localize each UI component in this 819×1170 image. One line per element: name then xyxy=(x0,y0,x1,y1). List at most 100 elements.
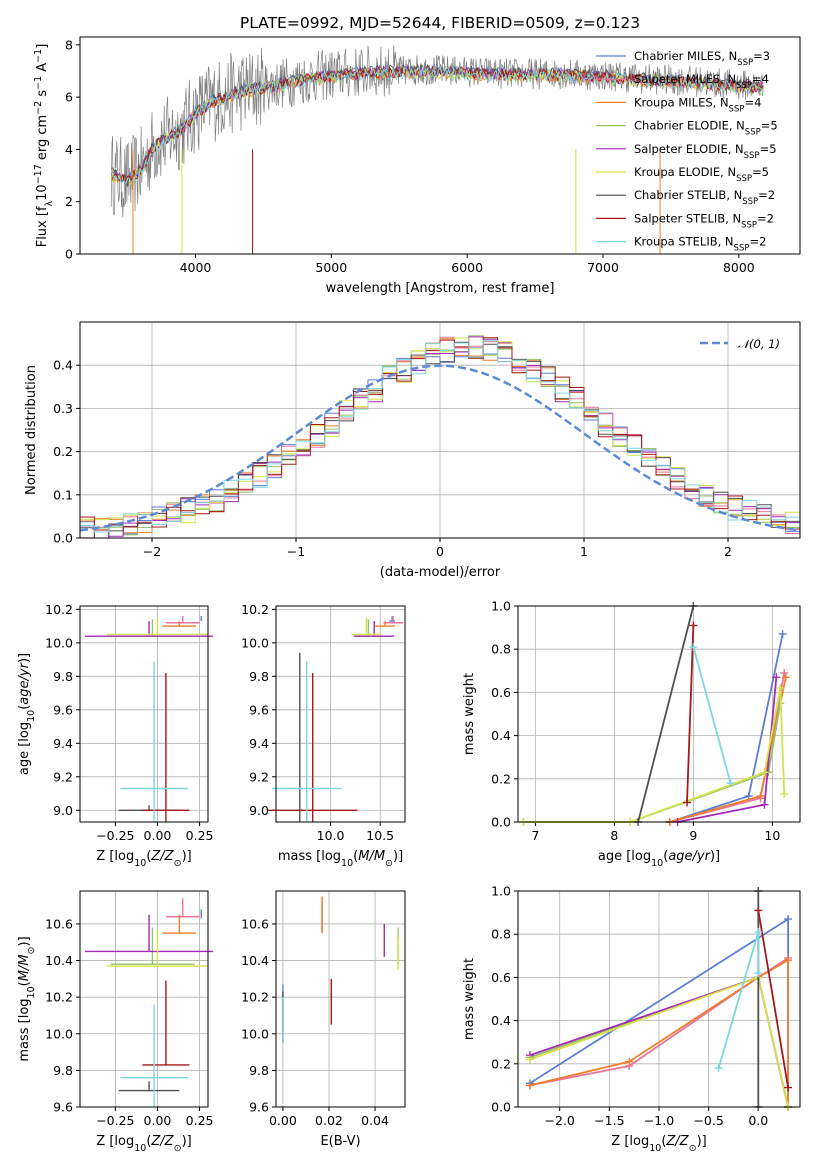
mass_vs_EBV-ytick-label: 10.0 xyxy=(241,1026,269,1041)
weight_vs_age-point-marker xyxy=(778,630,787,639)
mass_vs_EBV-ytick-label: 10.6 xyxy=(241,916,269,931)
mass_vs_Z-axes: −0.25 0.00 0.25 9.6 9.8 10.0 10.2 10.4 10.6 xyxy=(45,891,214,1128)
weight_vs_Z-xtick-label: −2.0 xyxy=(545,1113,575,1128)
residuals-xtick-label: 0 xyxy=(436,544,444,559)
mass_vs_EBV-axes: 0.00 0.02 0.04 9.6 9.8 10.0 10.2 10.4 10.6 xyxy=(241,891,405,1128)
weight_vs_age-point-marker xyxy=(689,643,698,652)
legend-label-value: =4 xyxy=(752,72,769,86)
legend-label-main: Kroupa MILES, N xyxy=(634,95,729,109)
weight_vs_age-point-marker xyxy=(726,779,735,788)
weight_vs_age-ytick-label: 0.2 xyxy=(491,771,511,786)
legend-label: Chabrier MILES, NSSP=3 xyxy=(634,49,770,68)
normal-curve xyxy=(79,364,801,532)
residuals-legend-label: 𝒩(0, 1) xyxy=(738,337,780,351)
weight_vs_age-xlabel-part: age/yr xyxy=(668,849,711,864)
legend-label: Salpeter ELODIE, NSSP=5 xyxy=(634,142,777,161)
legend-label-value: =5 xyxy=(760,142,777,156)
weight_vs_Z-point-marker xyxy=(714,1064,723,1073)
weight_vs_age-point-marker xyxy=(772,673,781,682)
mass_vs_Z-ytick-label: 10.4 xyxy=(45,953,73,968)
mass_vs_Z-ylabel-part: ( xyxy=(17,981,32,986)
mass_vs_EBV-xtick-label: 0.04 xyxy=(361,1113,389,1128)
mass_vs_Z-frame xyxy=(79,890,209,1108)
mass_vs_Z-xlabel: Z [log10(Z/Z⊙)] xyxy=(96,1134,191,1154)
residuals-xlabel: (data-model)/error xyxy=(380,565,501,580)
weight_vs_age-series-line xyxy=(692,646,732,784)
age_vs_Z-axes: −0.25 0.00 0.25 9.0 9.2 9.4 9.6 9.8 10.0 10.2 xyxy=(45,602,213,843)
spectrum-xtick-label: 8000 xyxy=(723,260,755,275)
spectrum-xtick-label: 5000 xyxy=(315,260,347,275)
mass_vs_Z-ytick-label: 9.8 xyxy=(53,1063,73,1078)
weight_vs_Z-xlabel-part: 10 xyxy=(649,1143,661,1154)
weight_vs_Z-xlabel-part: Z [log xyxy=(611,1134,649,1149)
age_vs_mass-xlabel-part: M/M xyxy=(358,849,385,864)
weight_vs_Z-xtick-label: −1.5 xyxy=(594,1113,624,1128)
mass_vs_Z-ytick-label: 10.6 xyxy=(45,916,73,931)
weight_vs_age-point-marker xyxy=(780,789,789,798)
weight_vs_age-xlabel: age [log10(age/yr)] xyxy=(598,849,720,869)
legend-label-main: Salpeter MILES, N xyxy=(634,72,736,86)
mass_vs_EBV-ytick-label: 10.2 xyxy=(241,990,269,1005)
residuals-ylabel: Normed distribution xyxy=(24,365,39,495)
age_vs_Z-xtick-label: 0.00 xyxy=(144,828,172,843)
weight_vs_age-ytick-label: 0.4 xyxy=(491,728,511,743)
age_vs_mass-ytick-label: 9.6 xyxy=(249,702,269,717)
residuals-xtick-label: 2 xyxy=(724,544,732,559)
residuals-frame xyxy=(79,321,801,539)
mass_vs_Z-xlabel-part: ⊙ xyxy=(174,1143,182,1154)
spectrum-xtick-label: 7000 xyxy=(587,260,619,275)
residual-histogram xyxy=(80,339,800,533)
legend-label: Salpeter STELIB, NSSP=2 xyxy=(634,211,774,230)
weight_vs_Z-ytick-label: 0.0 xyxy=(491,1100,511,1115)
age_vs_Z-xlabel-part: ( xyxy=(146,849,151,864)
legend-label: Salpeter MILES, NSSP=4 xyxy=(634,72,769,91)
age_vs_Z-xlabel-part: Z [log xyxy=(96,849,134,864)
age_vs_Z-ytick-label: 9.4 xyxy=(53,736,73,751)
spectrum-xlabel: wavelength [Angstrom, rest frame] xyxy=(326,281,555,296)
age_vs_Z-ytick-label: 10.2 xyxy=(45,602,73,617)
legend-label-sub: SSP xyxy=(745,128,761,138)
legend-label-main: Kroupa STELIB, N xyxy=(634,235,734,249)
residuals-ytick-label: 0.2 xyxy=(53,444,73,459)
weight_vs_Z-xtick-label: −0.5 xyxy=(693,1113,723,1128)
spectrum-ylabel-part: Flux [f xyxy=(35,206,50,247)
spectrum-ytick-label: 4 xyxy=(65,142,73,157)
weight_vs_Z-point-marker xyxy=(625,1057,634,1066)
age_vs_Z-xlabel-part: Z/Z xyxy=(150,849,174,864)
weight_vs_Z-ylabel: mass weight xyxy=(462,958,477,1040)
weight_vs_age-point-marker xyxy=(760,800,769,809)
age_vs_Z-ytick-label: 9.0 xyxy=(53,803,73,818)
age_vs_Z-xlabel-part: )] xyxy=(182,849,192,864)
weight_vs_age-point-marker xyxy=(780,668,789,677)
age_vs_mass-xlabel-part: ( xyxy=(353,849,358,864)
mass_vs_Z-xtick-label: 0.00 xyxy=(144,1113,172,1128)
weight_vs_Z-ytick-label: 0.4 xyxy=(491,1013,511,1028)
weight_vs_age-point-marker xyxy=(776,684,785,693)
age_vs_mass-ytick-label: 9.0 xyxy=(249,803,269,818)
legend-label-value: =4 xyxy=(744,95,761,109)
mass_vs_Z-ytick-label: 10.2 xyxy=(45,990,73,1005)
legend-label: Kroupa STELIB, NSSP=2 xyxy=(634,235,766,254)
weight_vs_Z-point-marker xyxy=(784,956,793,965)
mass_vs_EBV-xtick-label: 0.02 xyxy=(315,1113,343,1128)
legend-label-sub: SSP xyxy=(742,197,758,207)
age_vs_Z-ytick-label: 9.8 xyxy=(53,669,73,684)
spectrum-ylabel-part: 10 xyxy=(35,184,50,201)
age_vs_Z-ylabel-part: age [log xyxy=(17,722,32,775)
weight_vs_age-xtick-label: 10 xyxy=(764,828,780,843)
legend-label: Kroupa MILES, NSSP=4 xyxy=(634,95,761,114)
legend-label-value: =5 xyxy=(761,119,778,133)
mass_vs_Z-ylabel-part: ⊙ xyxy=(26,947,37,955)
legend-label-sub: SSP xyxy=(737,58,753,68)
legend-label-value: =2 xyxy=(749,235,766,249)
spectrum-axes: 4000 5000 6000 7000 8000 0 2 4 6 8 xyxy=(65,37,764,275)
mass_vs_Z-ylabel-part: M/M xyxy=(17,954,32,981)
weight_vs_age-point-marker xyxy=(756,792,765,801)
mass_vs_Z-ylabel-part: mass [log xyxy=(17,998,32,1061)
age_vs_Z-xtick-label: −0.25 xyxy=(96,828,134,843)
weight_vs_Z-xlabel-part: Z/Z xyxy=(665,1134,689,1149)
mass_vs_EBV-ytick-label: 9.8 xyxy=(249,1063,269,1078)
age_vs_mass-xlabel-part: )] xyxy=(393,849,403,864)
legend-label-main: Salpeter ELODIE, N xyxy=(634,142,744,156)
legend-label-sub: SSP xyxy=(736,174,752,184)
